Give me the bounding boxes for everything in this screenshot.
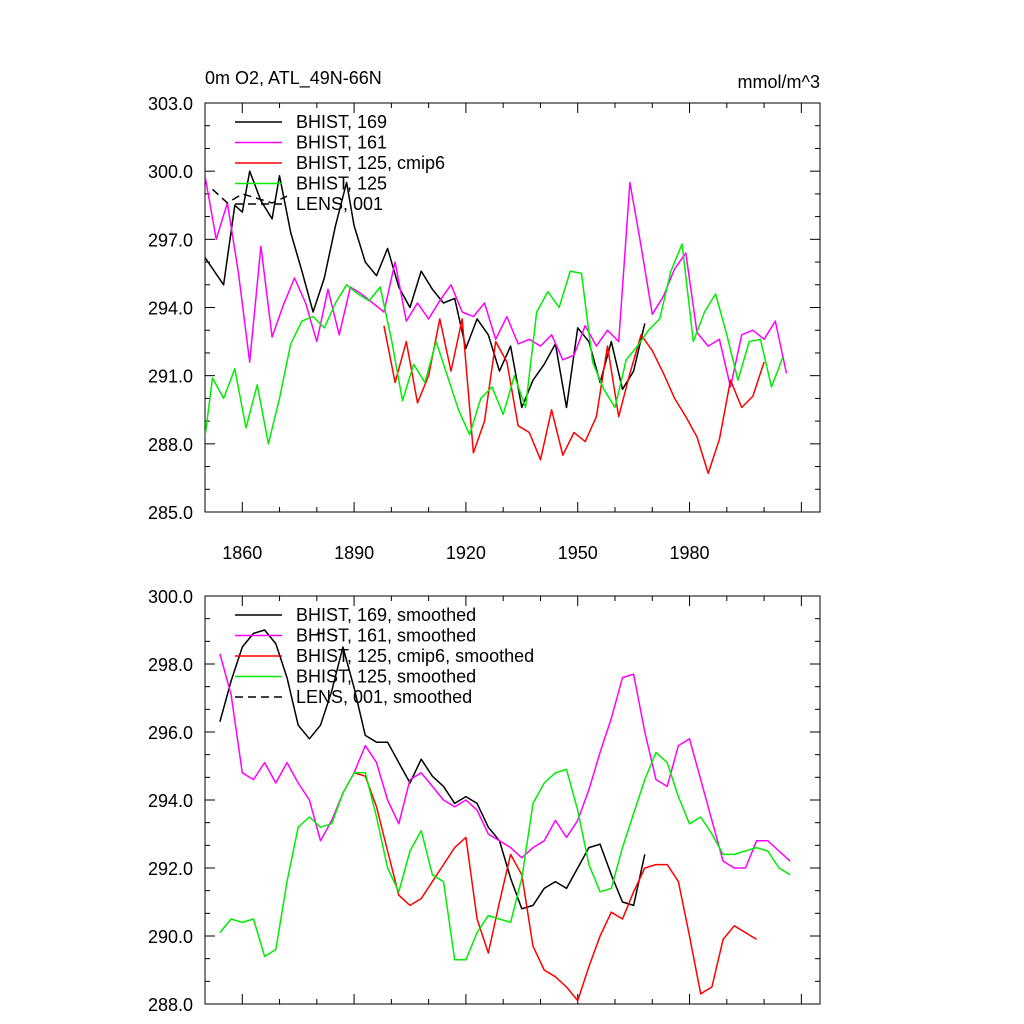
series-line [353,772,757,1002]
series-group [205,170,788,475]
legend-label: BHIST, 161 [296,133,387,153]
y-tick-label: 300.0 [148,162,193,182]
x-tick-label: 1890 [334,543,374,563]
series-group [219,629,791,1002]
x-tick-label: 1950 [558,543,598,563]
series-line [383,318,765,475]
y-tick-label: 296.0 [148,723,193,743]
legend-label: BHIST, 125, smoothed [296,667,476,687]
series-line [205,170,646,409]
x-tick-label: 1860 [222,543,262,563]
legend-label: BHIST, 161, smoothed [296,626,476,646]
x-tick-label: 1920 [446,543,486,563]
y-tick-label: 300.0 [148,587,193,607]
legend-label: BHIST, 169, smoothed [296,605,476,625]
legend-label: BHIST, 125, cmip6, smoothed [296,646,534,666]
y-tick-label: 292.0 [148,859,193,879]
series-line [211,188,288,204]
y-tick-label: 290.0 [148,927,193,947]
legend-label: BHIST, 125, cmip6 [296,153,445,173]
series-line [219,751,791,961]
chart-title: 0m O2, ATL_49N-66N [205,68,382,89]
y-tick-label: 297.0 [148,230,193,250]
y-tick-label: 288.0 [148,995,193,1015]
legend-label: BHIST, 169 [296,112,387,132]
units-label: mmol/m^3 [738,72,820,92]
legend-label: BHIST, 125 [296,174,387,194]
y-tick-label: 294.0 [148,299,193,319]
series-line [205,175,788,388]
y-tick-label: 288.0 [148,435,193,455]
legend-label: LENS, 001, smoothed [296,687,472,707]
y-tick-label: 285.0 [148,503,193,523]
bottom-panel: 300.0 298.0 296.0 294.0 292.0 290.0 288.0 BHIST… [148,587,821,1015]
y-tick-label: 294.0 [148,791,193,811]
y-tick-label: 298.0 [148,655,193,675]
series-line [219,653,791,869]
legend-label: LENS, 001 [296,194,383,214]
series-line [205,243,784,445]
top-panel: 303.0 300.0 297.0 294.0 291.0 288.0 285.0 1860 1… [148,94,821,563]
y-tick-label: 291.0 [148,367,193,387]
y-tick-label: 303.0 [148,94,193,114]
series-line [219,629,646,910]
x-tick-label: 1980 [670,543,710,563]
series-line [316,632,340,638]
